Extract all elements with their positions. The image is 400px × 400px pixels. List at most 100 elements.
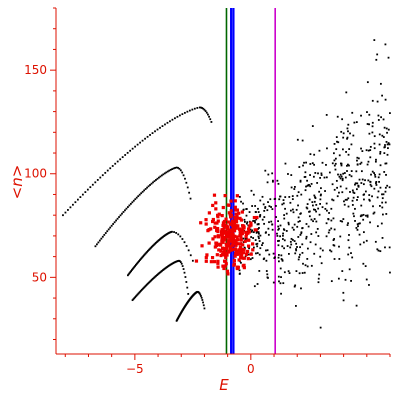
ladder-point: [131, 299, 134, 302]
ladder-point: [81, 193, 84, 196]
ladder-point: [139, 141, 141, 144]
cluster-point: [220, 238, 225, 242]
ladder-point: [185, 245, 188, 247]
cloud-point: [296, 225, 299, 228]
ladder-point: [141, 190, 144, 193]
ladder-point: [103, 233, 106, 236]
cloud-point: [355, 227, 358, 229]
cluster-point: [239, 238, 243, 242]
ladder-point: [140, 192, 143, 195]
ladder-point: [156, 177, 159, 180]
cluster-point: [233, 205, 237, 209]
ladder-point: [185, 181, 188, 184]
cluster-point: [215, 241, 219, 245]
cluster-point: [247, 244, 251, 248]
cluster-point: [237, 258, 241, 262]
cluster-point: [227, 232, 231, 236]
ladder-point: [119, 214, 122, 217]
cluster-point: [229, 209, 233, 213]
ladder-point: [139, 290, 142, 293]
cloud-point: [381, 193, 383, 196]
ladder-point: [169, 120, 171, 123]
cloud-point: [282, 202, 285, 205]
ladder-point: [169, 168, 172, 171]
cloud-point: [330, 207, 333, 210]
cloud-point: [277, 240, 279, 242]
cloud-point: [320, 174, 323, 176]
cluster-point: [220, 246, 225, 250]
ladder-point: [129, 271, 132, 273]
cluster-point: [219, 253, 223, 258]
cluster-point: [242, 247, 246, 252]
cluster-point: [222, 266, 226, 271]
cluster-point: [229, 245, 233, 249]
cloud-point: [347, 163, 349, 166]
ladder-point: [200, 106, 202, 109]
cloud-point: [256, 223, 259, 226]
y-tick-label: 150: [24, 63, 47, 77]
cluster-point: [228, 248, 233, 252]
cloud-point: [338, 258, 341, 260]
cloud-point: [382, 118, 385, 121]
cloud-point: [340, 164, 343, 167]
cloud-point: [252, 237, 255, 239]
cloud-point: [337, 141, 340, 144]
cluster-point: [222, 259, 227, 263]
cloud-point: [345, 187, 348, 190]
cloud-point: [375, 58, 378, 61]
cluster-point: [215, 227, 219, 231]
cloud-point: [374, 240, 377, 243]
cloud-point: [368, 123, 370, 126]
cloud-point: [251, 205, 254, 207]
cluster-point: [235, 216, 239, 220]
cloud-point: [257, 228, 259, 230]
cloud-point: [313, 163, 316, 166]
cloud-point: [295, 249, 298, 252]
cloud-point: [378, 133, 381, 136]
cloud-point: [330, 219, 333, 222]
cloud-point: [268, 221, 270, 224]
cloud-point: [321, 206, 324, 209]
ladder-point: [182, 174, 185, 177]
cluster-point: [237, 227, 242, 231]
cluster-point: [224, 217, 228, 221]
cloud-point: [341, 177, 344, 180]
cluster-point: [213, 235, 217, 239]
cloud-point: [333, 258, 336, 260]
cloud-point: [372, 205, 374, 208]
cloud-point: [302, 262, 304, 265]
ladder-point: [183, 111, 186, 114]
cloud-point: [339, 220, 342, 222]
cloud-point: [350, 170, 353, 172]
cloud-point: [376, 196, 379, 199]
ladder-point: [210, 121, 213, 123]
cloud-point: [271, 208, 274, 211]
ladder-point: [178, 260, 181, 262]
cloud-point: [357, 157, 360, 160]
ladder-point: [134, 145, 137, 148]
cloud-point: [343, 200, 345, 203]
ladder-point: [188, 109, 191, 112]
cluster-point: [239, 250, 244, 254]
cloud-point: [257, 223, 260, 225]
cloud-point: [325, 202, 328, 205]
ladder-point: [72, 203, 74, 206]
cloud-point: [267, 201, 269, 204]
cluster-point: [233, 254, 237, 258]
cluster-point: [228, 229, 233, 233]
ladder-point: [181, 113, 184, 116]
ladder-point: [131, 268, 134, 270]
cloud-point: [356, 196, 359, 199]
cloud-point: [293, 223, 296, 226]
cluster-point: [223, 264, 227, 268]
cloud-point: [376, 248, 379, 251]
ladder-point: [163, 172, 166, 175]
ladder-point: [168, 169, 171, 172]
cloud-point: [313, 252, 316, 255]
ladder-point: [174, 117, 176, 120]
cloud-point: [288, 272, 291, 274]
cluster-point: [227, 249, 231, 253]
cloud-point: [242, 209, 245, 211]
cloud-point: [359, 222, 361, 225]
cloud-point: [358, 178, 361, 181]
